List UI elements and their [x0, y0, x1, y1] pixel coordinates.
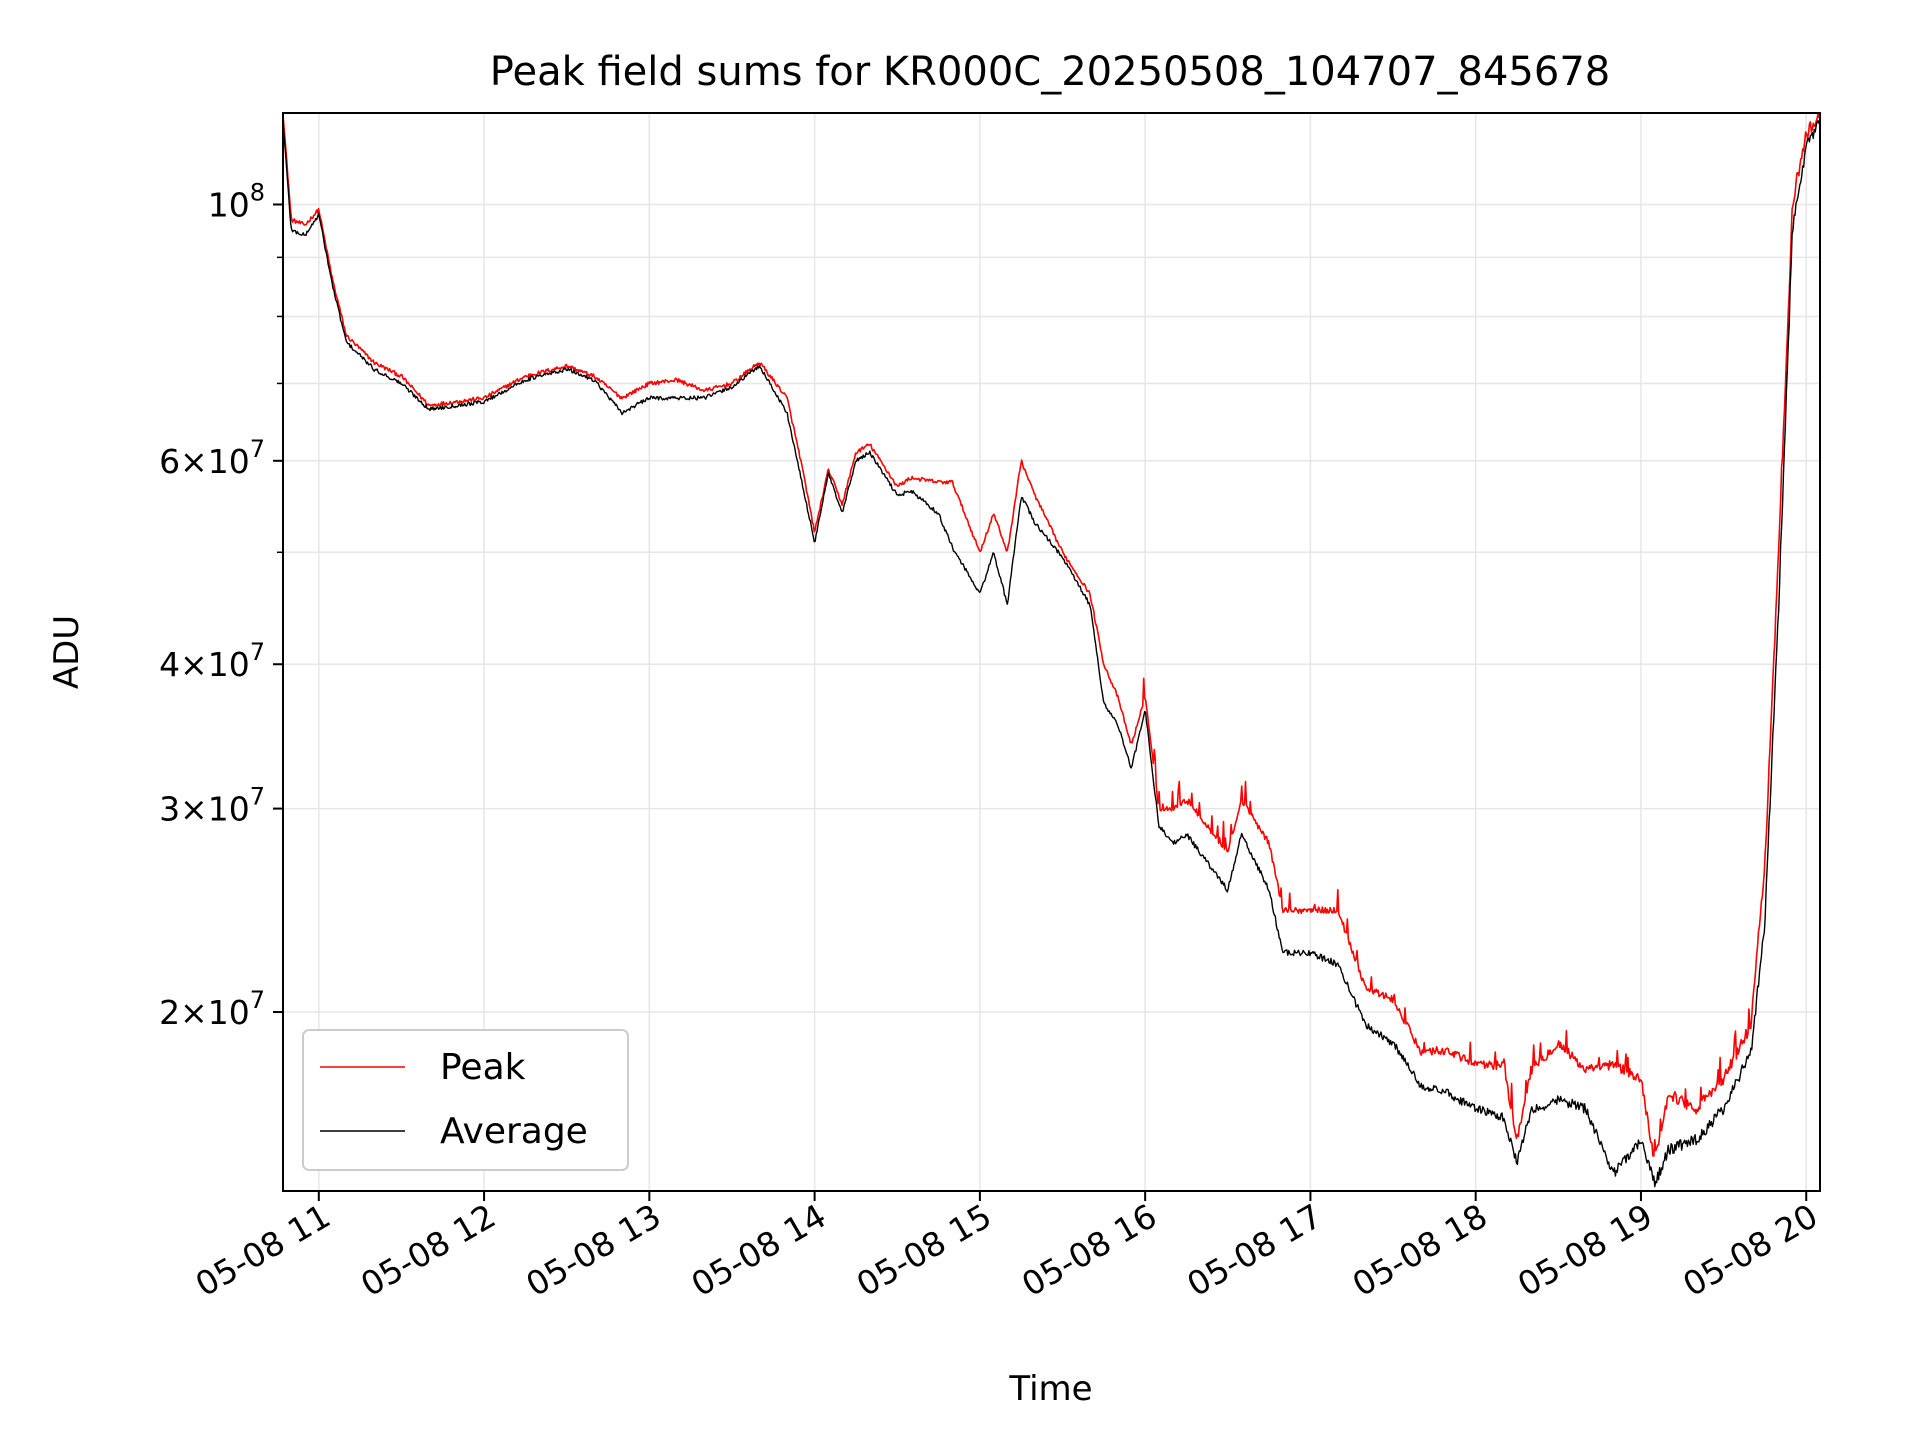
y-tick-label: 2×107	[159, 986, 265, 1032]
chart-title: Peak field sums for KR000C_20250508_1047…	[490, 49, 1610, 95]
y-tick-base: 10	[208, 185, 250, 224]
y-tick-label: 108	[208, 178, 265, 224]
y-tick-base: 10	[208, 645, 250, 684]
y-tick-mantissa: 2×	[159, 993, 208, 1032]
legend: Peak Average	[302, 1029, 629, 1171]
y-tick-label: 4×107	[159, 638, 265, 684]
y-tick-label: 6×107	[159, 435, 265, 481]
y-tick-exponent: 7	[250, 638, 265, 666]
y-tick-exponent: 7	[250, 986, 265, 1014]
y-tick-mantissa: 3×	[159, 790, 208, 829]
y-tick-base: 10	[208, 442, 250, 481]
plot-frame	[282, 112, 1821, 1192]
x-axis-label: Time	[1008, 1369, 1092, 1409]
y-tick-exponent: 7	[250, 783, 265, 811]
series-line-peak	[282, 112, 1821, 1157]
y-tick-base: 10	[208, 993, 250, 1032]
y-tick-exponent: 7	[250, 435, 265, 463]
series-line-average	[282, 119, 1821, 1188]
y-tick-exponent: 8	[250, 178, 265, 206]
y-tick-base: 10	[208, 790, 250, 829]
y-tick-mantissa: 4×	[159, 645, 208, 684]
y-tick-label: 3×107	[159, 783, 265, 829]
legend-label-average: Average	[440, 1111, 588, 1152]
legend-box	[302, 1029, 629, 1171]
y-tick-mantissa: 6×	[159, 442, 208, 481]
legend-label-peak: Peak	[440, 1047, 526, 1088]
series-layer	[282, 112, 1821, 1188]
y-axis-label: ADU	[47, 615, 87, 689]
grid	[283, 113, 1820, 1191]
